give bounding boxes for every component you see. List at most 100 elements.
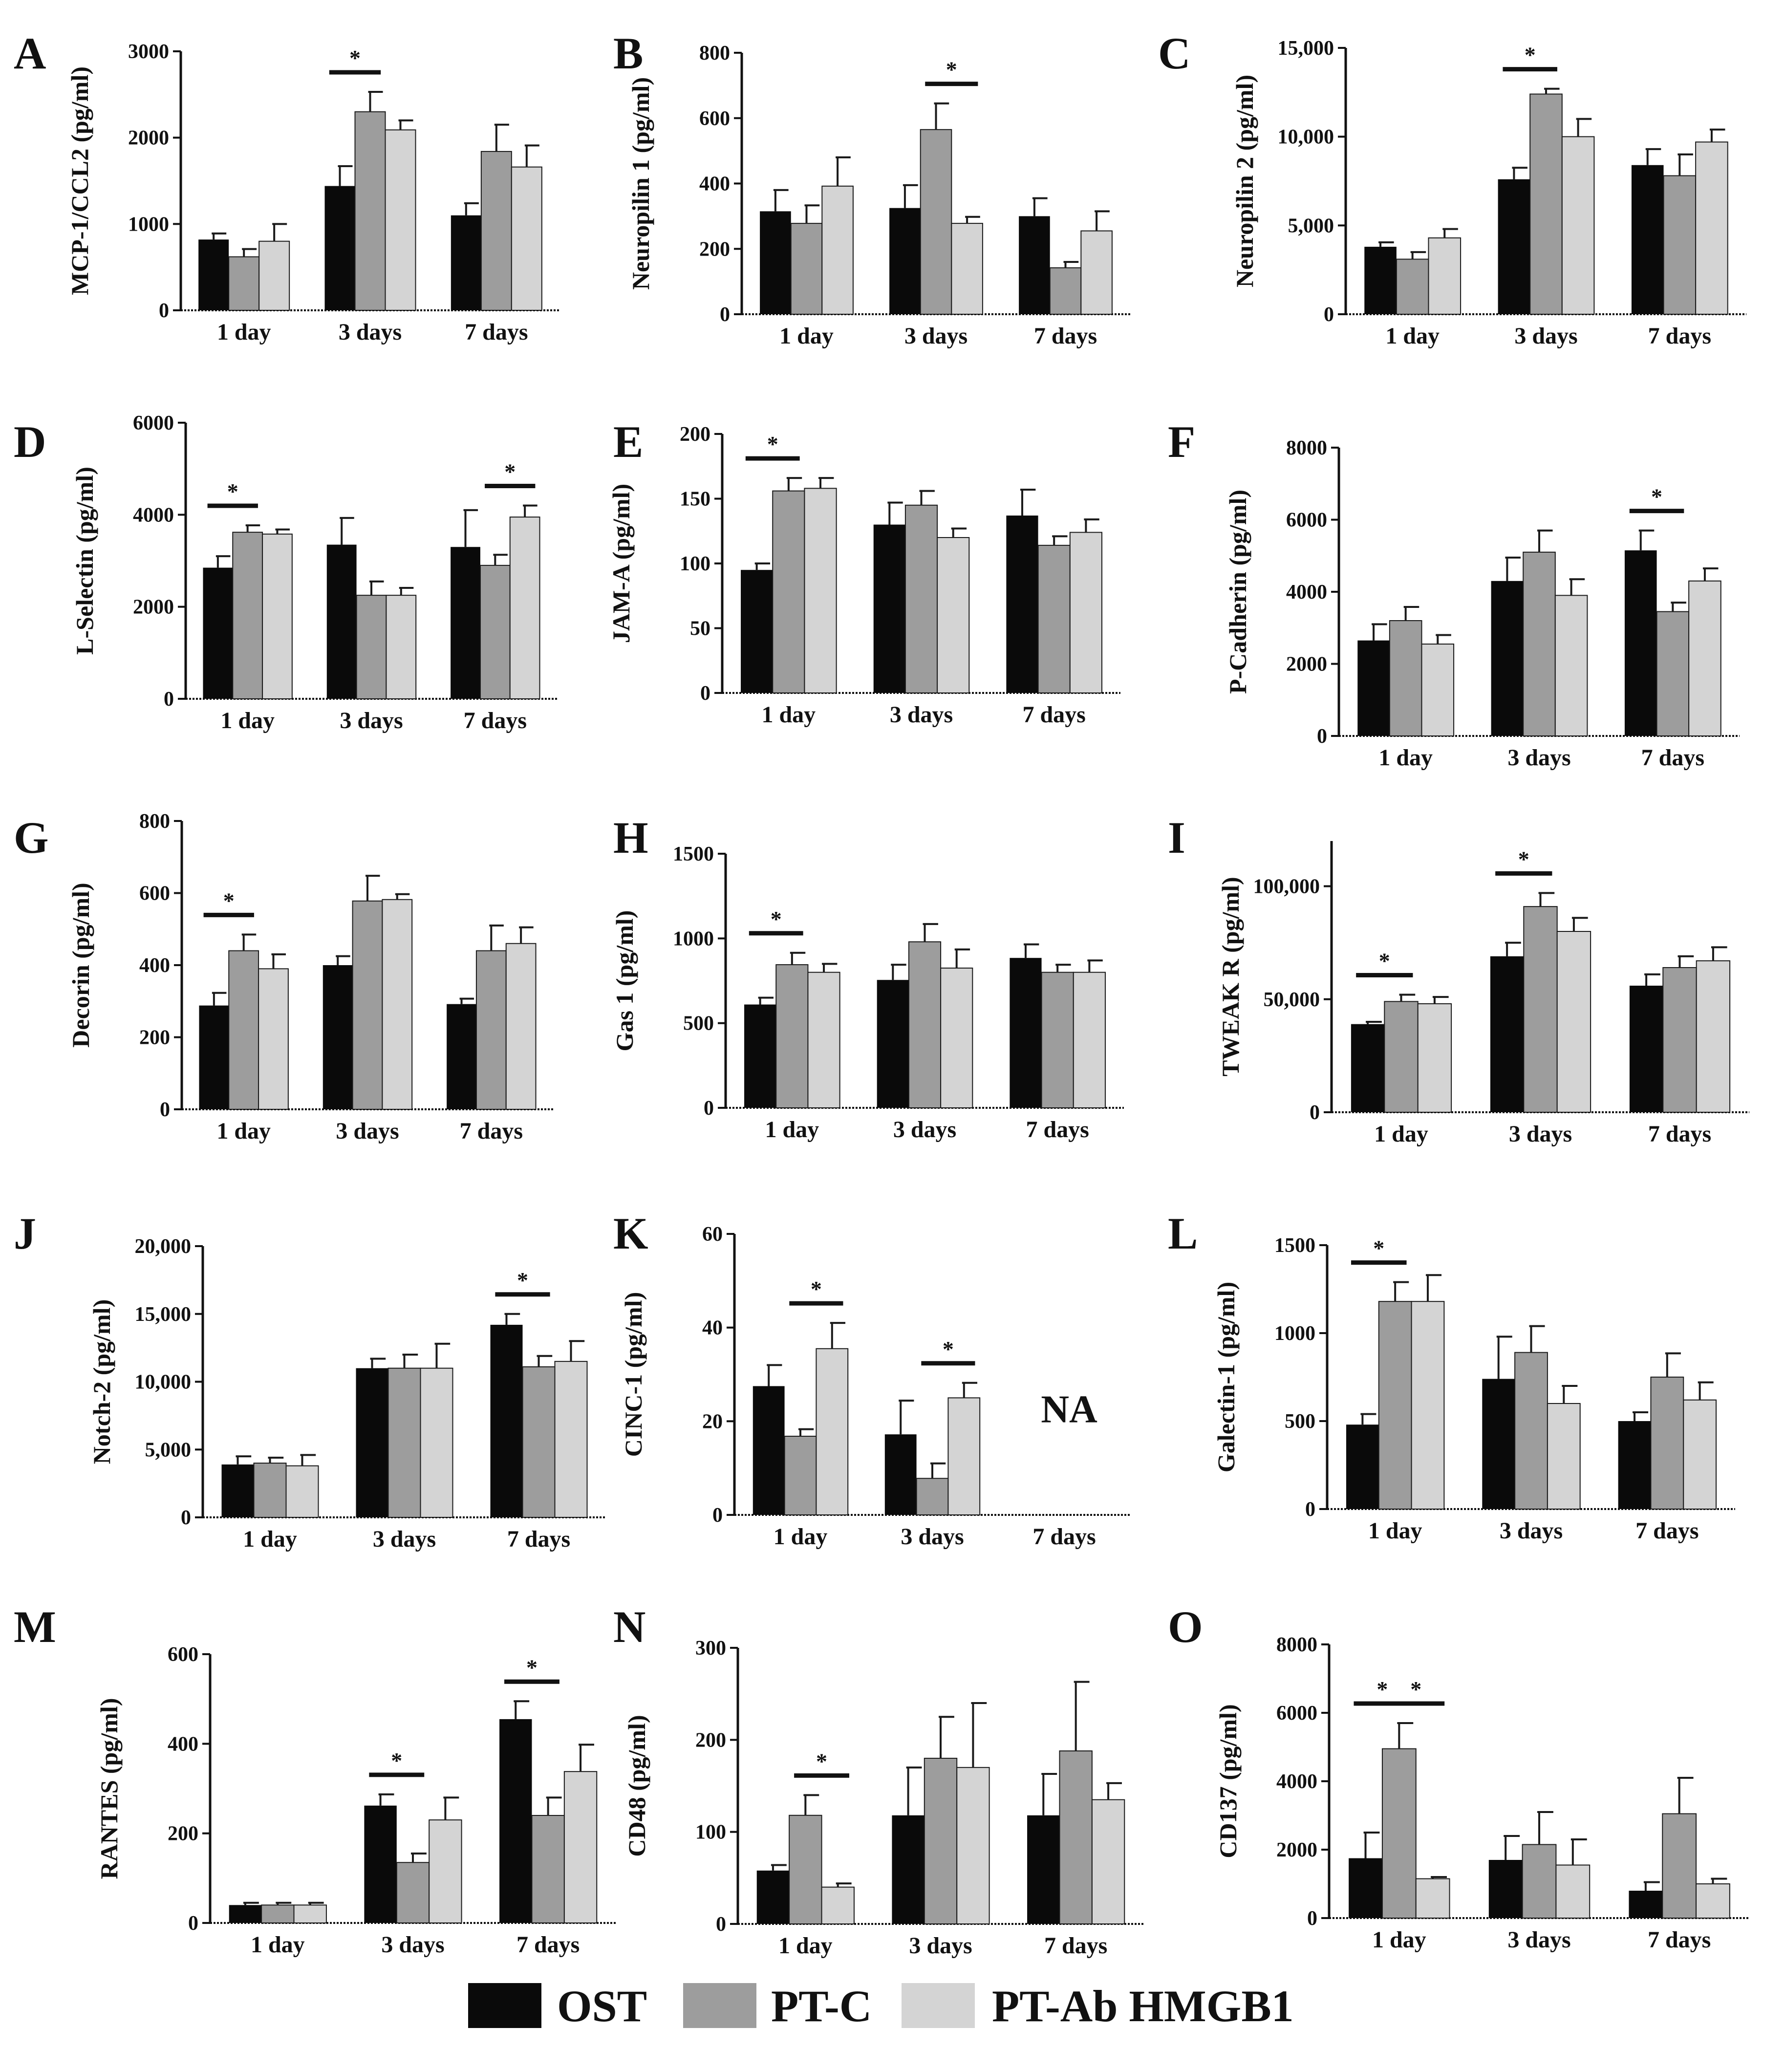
y-tick-label: 200 [699,238,730,260]
bar-ost-3-days [1490,956,1524,1112]
bar-ost-1-day [1357,640,1390,736]
bar-ptab-1-day [1428,237,1462,315]
significance-star: * [1410,1677,1421,1702]
bar-ptc-1-day [790,223,823,315]
significance-star: * [391,1748,402,1773]
y-axis-label: MCP-1/CCL2 (pg/ml) [66,66,93,295]
bar-ost-1-day [744,1004,776,1108]
x-category-label: 1 day [1372,1927,1426,1953]
bar-ost-1-day [229,1905,262,1923]
panel-letter: B [613,28,643,78]
x-category-label: 3 days [901,1524,964,1550]
x-category-label: 3 days [1507,745,1570,771]
significance-star: * [504,459,516,484]
y-tick-label: 0 [700,682,710,705]
x-category-label: 7 days [507,1526,570,1552]
x-category-label: 7 days [460,1118,523,1144]
bar-ptab-7-days [1073,971,1106,1108]
bar-ost-7-days [1006,515,1038,693]
bar-ost-3-days [326,544,357,699]
y-tick-label: 0 [164,688,174,711]
bar-ptc-7-days [480,151,512,311]
y-tick-label: 100 [680,553,710,575]
panel-letter: E [613,417,643,467]
y-tick-label: 8000 [1276,1634,1317,1656]
legend-label-ptc: PT-C [771,1981,872,2031]
bar-ptc-3-days [924,1758,958,1924]
x-category-label: 1 day [216,1118,271,1144]
significance-star: * [1373,1236,1384,1261]
panel-j: J Notch-2 (pg/ml) 0 5,000 10,000 15,000 20,000… [14,1209,606,1552]
na-annotation: NA [1041,1388,1097,1431]
x-category-label: 3 days [381,1932,444,1958]
bar-ptc-3-days [1529,93,1563,315]
y-tick-label: 50,000 [1264,989,1320,1011]
x-category-label: 3 days [904,323,968,349]
x-category-label: 7 days [1026,1117,1089,1143]
x-category-label: 7 days [1648,1927,1711,1953]
y-tick-label: 10,000 [1278,126,1334,149]
y-tick-label: 3000 [128,41,169,63]
y-tick-label: 0 [1307,1907,1317,1930]
bar-ptab-3-days [940,968,973,1108]
x-category-label: 3 days [1507,1927,1570,1953]
bar-ptc-1-day [1396,259,1429,315]
y-tick-label: 6000 [1276,1702,1317,1725]
y-tick-label: 400 [168,1733,198,1755]
y-tick-label: 800 [139,810,170,833]
bar-ptab-7-days [1688,580,1721,736]
bar-ptc-3-days [904,504,938,693]
bar-ptab-7-days [1696,960,1731,1113]
y-tick-label: 0 [1305,1498,1315,1521]
bar-ptc-7-days [1041,971,1074,1108]
bar-ost-3-days [873,524,905,693]
bar-ptab-3-days [1554,595,1588,736]
y-tick-label: 100 [695,1821,726,1844]
y-tick-label: 0 [159,300,169,322]
bar-ptc-3-days [908,941,942,1109]
panel-a: A MCP-1/CCL2 (pg/ml) 0 1000 2000 3000 1 day 3 d… [14,28,559,345]
bar-ptab-1-day [293,1904,327,1923]
y-tick-label: 20 [702,1410,723,1433]
bar-ost-3-days [877,980,909,1108]
panel-letter: A [14,28,46,78]
x-category-label: 7 days [1635,1518,1699,1544]
bar-ost-7-days [1631,165,1664,314]
panel-n: N CD48 (pg/ml) 0 100 200 300 1 day 3 days 7 days… [613,1602,1143,1959]
bar-ptab-7-days [511,166,542,311]
bar-ost-1-day [203,567,233,699]
bar-ptab-3-days [951,223,983,315]
x-category-label: 1 day [778,1933,833,1959]
bar-ptab-7-days [563,1771,598,1924]
y-tick-label: 0 [712,1504,723,1527]
y-axis-label: Galectin-1 (pg/ml) [1212,1282,1240,1472]
x-category-label: 1 day [761,702,816,728]
y-axis-label: Gas 1 (pg/ml) [611,910,638,1052]
y-tick-label: 150 [680,488,710,511]
bar-ost-7-days [1027,1815,1060,1924]
bar-ptc-7-days [1662,1813,1697,1919]
significance-star: * [517,1268,528,1293]
bar-ost-1-day [1349,1858,1382,1918]
bar-ptab-3-days [1547,1403,1581,1510]
bar-ptab-1-day [821,185,854,315]
bar-ptab-1-day [258,968,289,1110]
bar-ost-3-days [356,1368,388,1517]
y-tick-label: 1000 [673,928,714,950]
panel-letter: G [14,813,49,863]
bar-ptc-7-days [1059,1750,1093,1925]
y-axis-label: TWEAK R (pg/ml) [1217,877,1244,1076]
y-tick-label: 0 [1317,725,1327,748]
bar-ost-3-days [889,208,921,314]
bar-ptab-3-days [382,899,413,1110]
bar-ptc-3-days [1514,1352,1548,1510]
legend-label-ost: OST [557,1981,647,2031]
bar-ost-7-days [447,1004,476,1109]
legend-swatch-ost [468,1983,541,2028]
panel-letter: H [613,813,648,863]
y-tick-label: 500 [1285,1410,1315,1433]
bar-ost-7-days [451,215,481,310]
y-tick-label: 600 [168,1643,198,1666]
